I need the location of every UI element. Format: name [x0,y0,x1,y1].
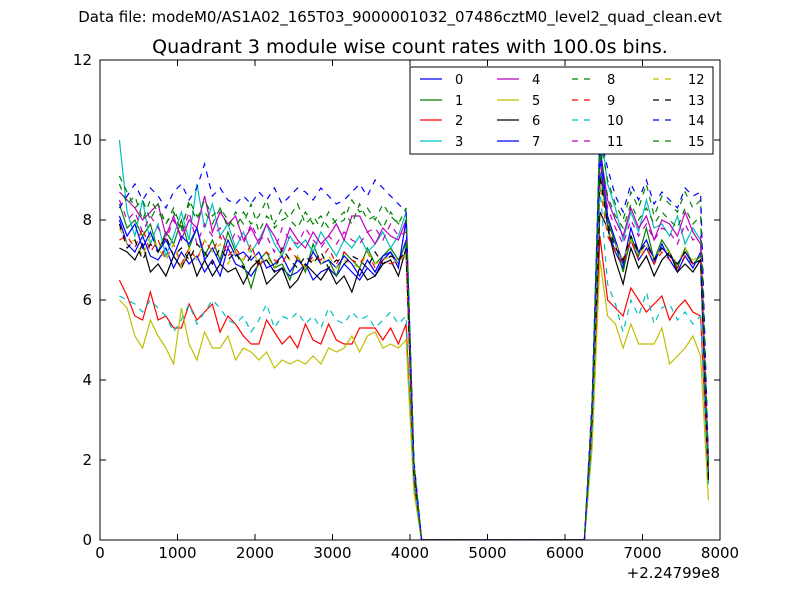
legend-label-7: 7 [532,135,540,150]
legend-label-10: 10 [607,114,624,129]
x-tick-label: 4000 [391,544,429,562]
series-line-11 [118,159,709,540]
x-tick-label: 8000 [701,544,739,562]
x-tick-label: 3000 [313,544,351,562]
series-line-9 [119,183,709,540]
legend-label-11: 11 [607,135,624,150]
x-tick-label: 7000 [623,544,661,562]
y-tick-label: 0 [82,531,92,549]
x-tick-label: 6000 [546,544,584,562]
legend-label-1: 1 [455,94,463,109]
series-line-14 [118,135,709,540]
legend-label-9: 9 [607,94,615,109]
legend-label-8: 8 [607,73,615,88]
legend-box [409,66,714,155]
series-line-15 [118,151,709,540]
legend-label-6: 6 [532,114,540,129]
chart-title: Quadrant 3 module wise count rates with … [152,36,668,58]
x-tick-label: 0 [95,544,105,562]
y-tick-label: 6 [82,291,92,309]
legend-label-13: 13 [688,94,705,109]
y-tick-label: 8 [82,211,92,229]
x-tick-label: 5000 [468,544,506,562]
y-tick-label: 4 [82,371,92,389]
x-tick-label: 2000 [236,544,274,562]
series-line-10 [119,187,709,540]
legend-label-14: 14 [688,114,705,129]
y-tick-label: 2 [82,451,92,469]
legend-label-3: 3 [455,135,463,150]
legend-label-15: 15 [688,135,705,150]
y-tick-label: 10 [73,131,92,149]
series-line-8 [118,139,709,540]
y-tick-label: 12 [73,51,92,69]
legend-label-12: 12 [688,73,705,88]
data-file-suptitle: Data file: modeM0/AS1A02_165T03_90000010… [78,8,722,26]
series-line-13 [118,175,709,540]
x-offset-label: +2.24799e8 [627,564,720,582]
legend-label-5: 5 [532,94,540,109]
legend-label-2: 2 [455,114,463,129]
legend-label-4: 4 [532,73,540,88]
legend-label-0: 0 [455,73,463,88]
x-tick-label: 1000 [158,544,196,562]
series-line-5 [118,259,709,540]
